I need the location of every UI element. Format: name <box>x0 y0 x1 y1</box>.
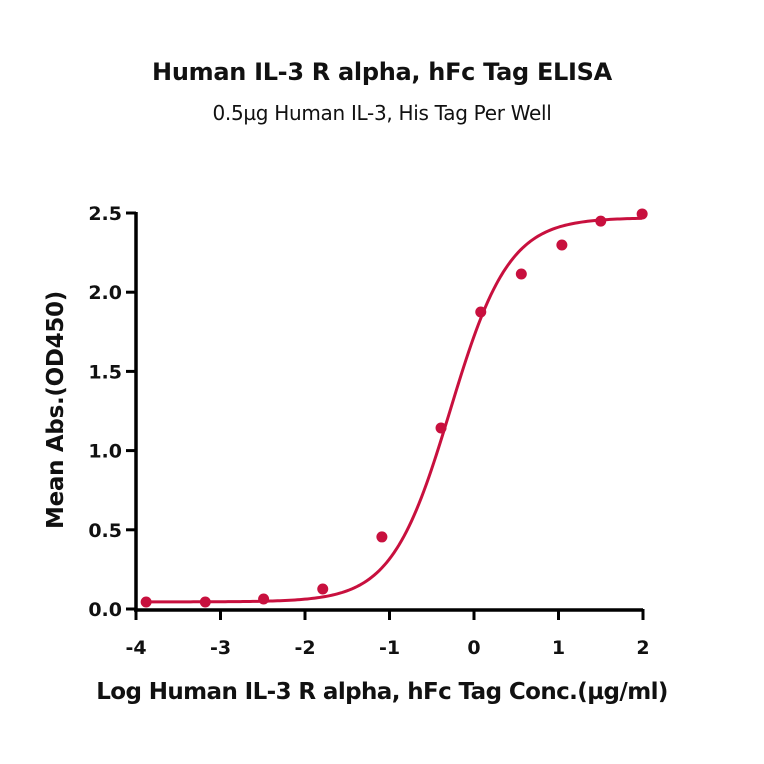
x-axis-label: Log Human IL-3 R alpha, hFc Tag Conc.(µg… <box>96 679 668 705</box>
data-point <box>376 531 388 543</box>
data-point <box>435 422 447 434</box>
y-tick-label: 1.5 <box>88 361 122 383</box>
data-point <box>475 306 487 318</box>
x-tick-label: -1 <box>379 637 400 659</box>
x-tick-label: 0 <box>467 637 480 659</box>
x-tick-label: -3 <box>210 637 231 659</box>
data-point <box>595 215 607 227</box>
data-point <box>636 208 648 220</box>
y-tick-label: 0.5 <box>88 520 122 542</box>
y-tick-label: 2.0 <box>88 282 122 304</box>
y-tick-label: 2.5 <box>88 203 122 225</box>
x-tick-label: 2 <box>636 637 649 659</box>
x-tick-label: 1 <box>552 637 565 659</box>
data-point <box>317 583 329 595</box>
axes: 0.0 0.5 1.0 1.5 2.0 2.5 -4 -3 -2 -1 0 1 2 <box>88 203 649 659</box>
fit-curve <box>146 216 643 604</box>
y-tick-label: 0.0 <box>88 599 122 621</box>
data-point <box>258 593 270 605</box>
x-tick-label: -4 <box>125 637 146 659</box>
chart-title: Human IL-3 R alpha, hFc Tag ELISA <box>152 58 612 86</box>
y-tick-label: 1.0 <box>88 441 122 463</box>
y-axis-label: Mean Abs.(OD450) <box>43 291 69 529</box>
data-point <box>140 596 152 608</box>
x-tick-label: -2 <box>294 637 315 659</box>
chart-subtitle: 0.5µg Human IL-3, His Tag Per Well <box>212 101 552 125</box>
data-point <box>199 596 211 608</box>
data-points <box>140 208 648 608</box>
fit-curve-path <box>146 216 643 604</box>
data-point <box>556 239 568 251</box>
data-point <box>515 268 527 280</box>
